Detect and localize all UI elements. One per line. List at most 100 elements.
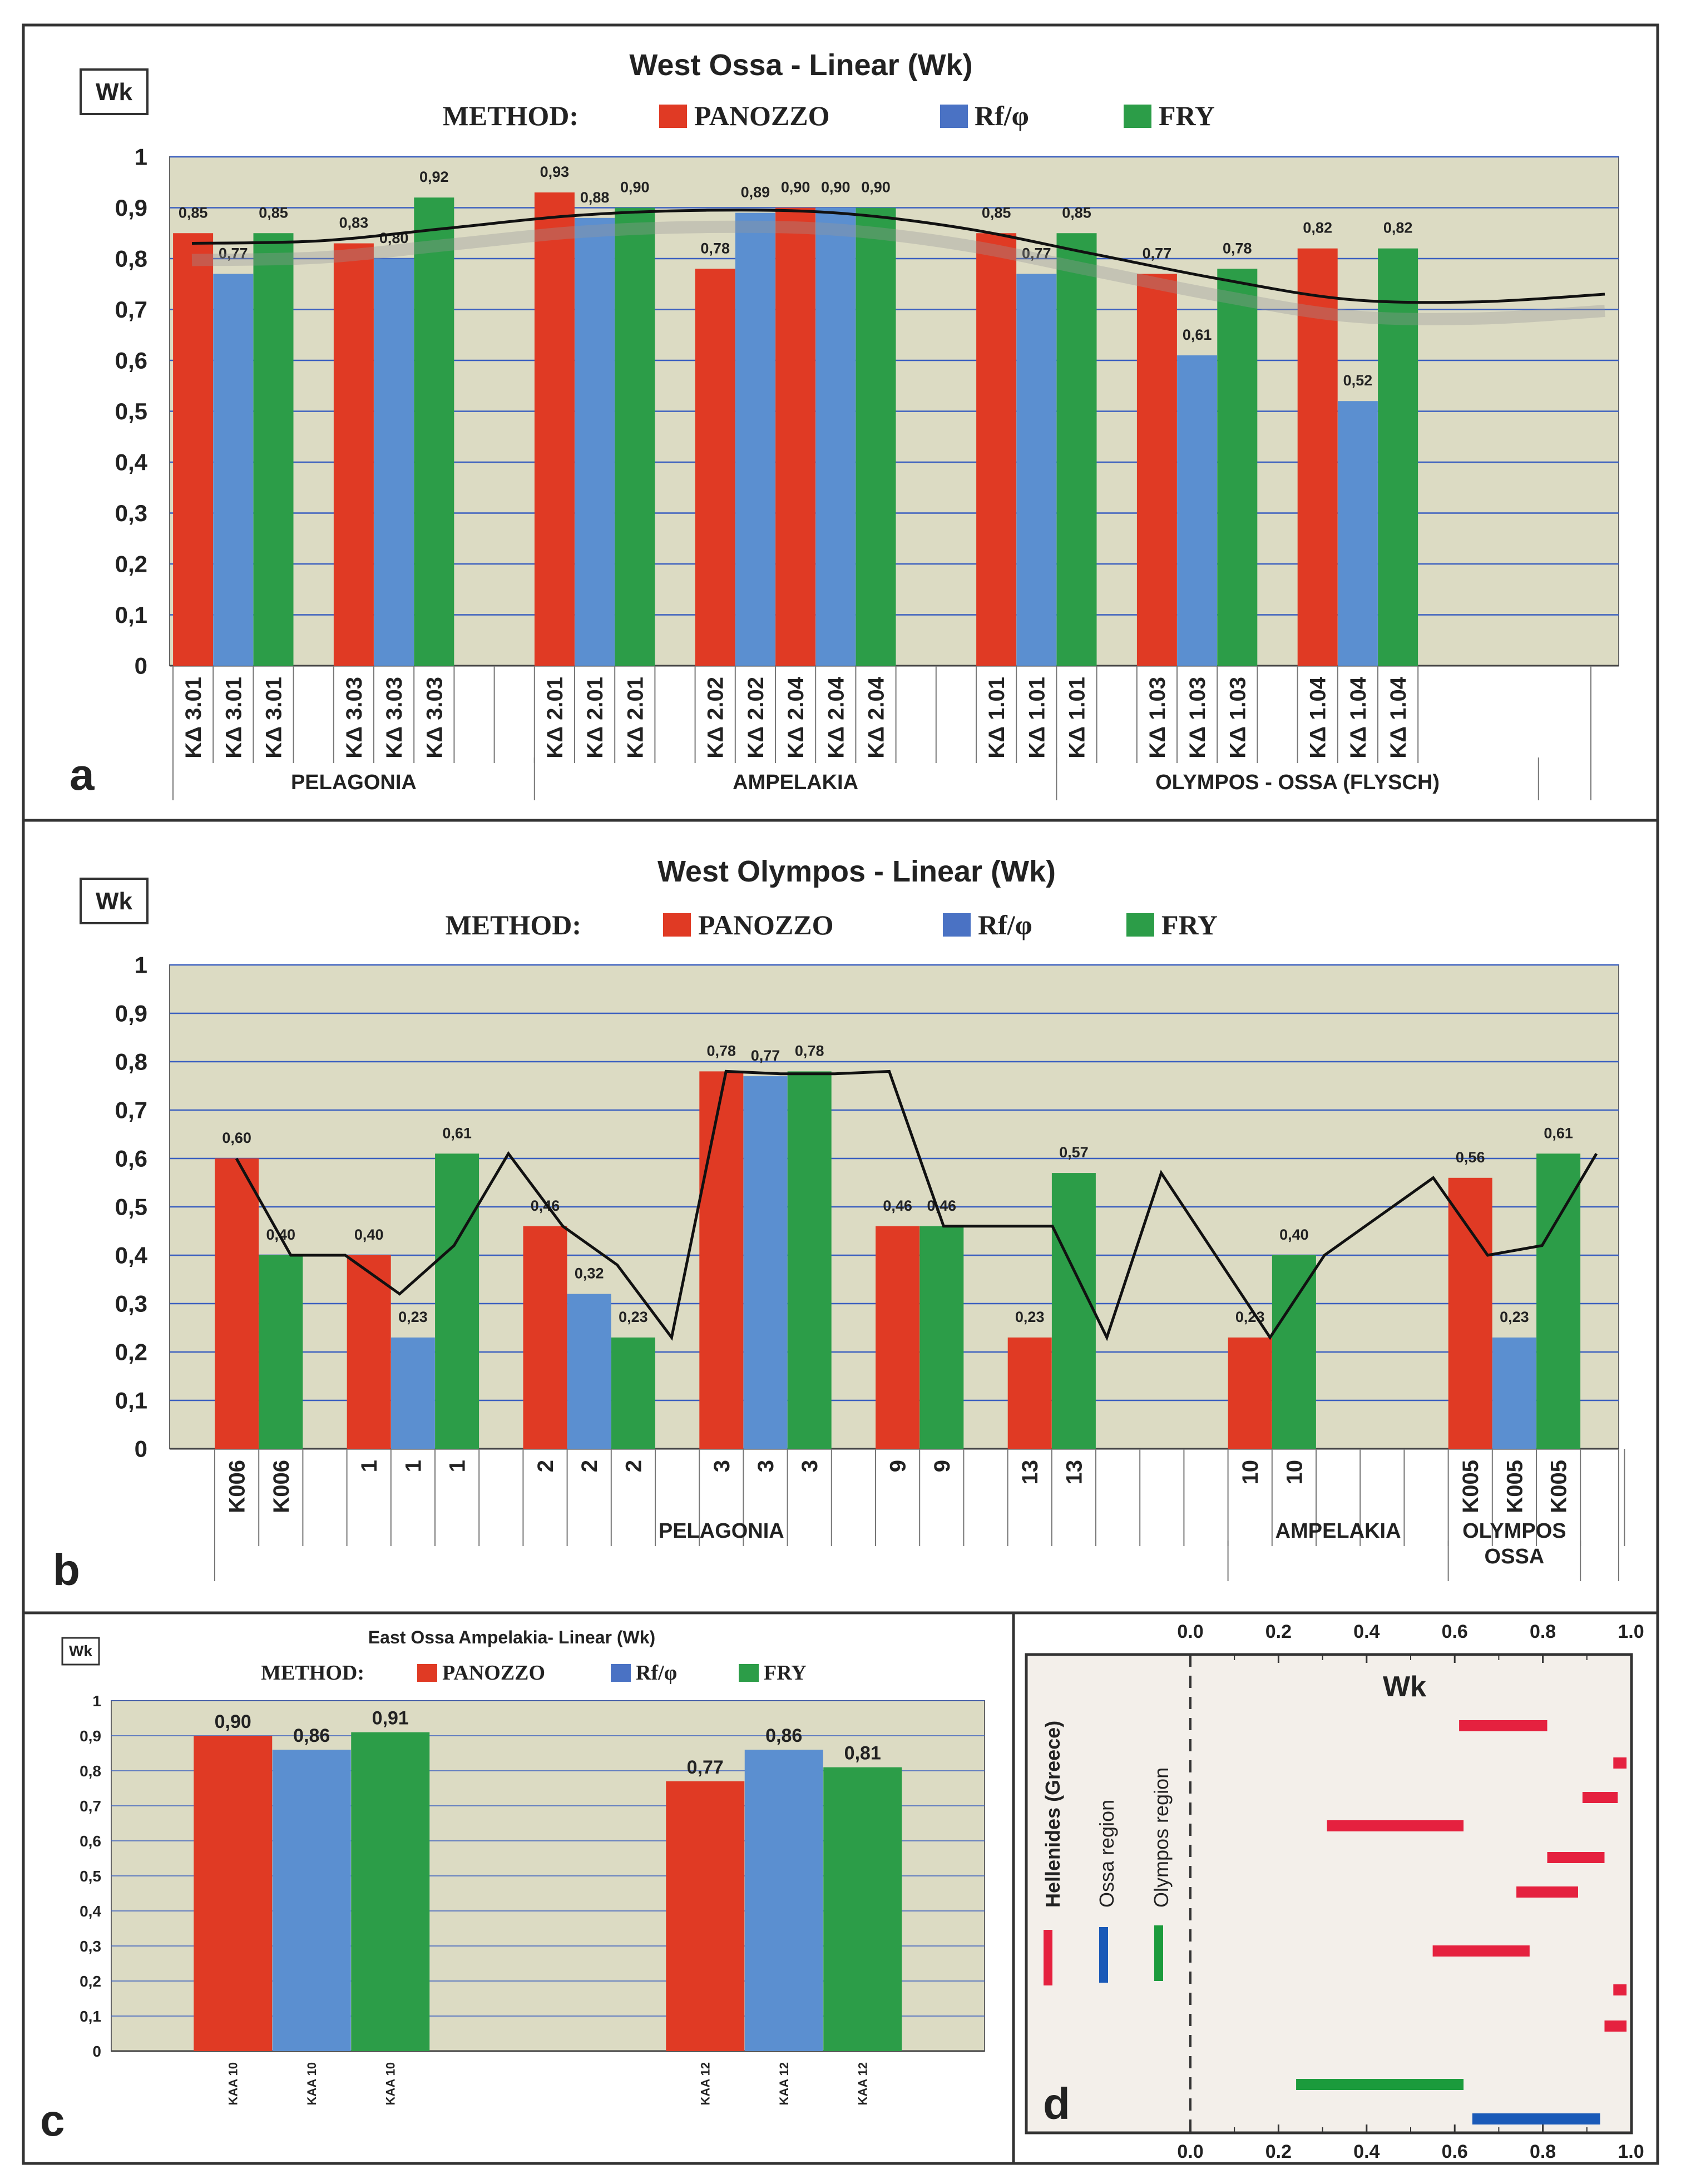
panel-a-legend-rf-swatch	[940, 105, 968, 128]
bar-fry	[611, 1337, 655, 1449]
x-tick-label: KΔ 1.04	[1386, 676, 1411, 758]
bar-panozzo	[876, 1226, 920, 1449]
x-tick-label: KΔ 3.01	[181, 677, 206, 759]
panel-a-header: Wk West Ossa - Linear (Wk) METHOD: PANOZ…	[80, 48, 1215, 131]
bottom-x-tick-label: 1.0	[1618, 2141, 1644, 2162]
panel-a-wk-label: Wk	[96, 78, 133, 106]
y-tick-label: 0,3	[115, 1291, 147, 1317]
data-label: 0,23	[619, 1309, 648, 1325]
y-tick-label: 0	[92, 2043, 101, 2060]
chart-a-plot: 0 0,1 0,2 0,3 0,4 0,5 0,6 0,7 0,8 0,9 1 0,85 KΔ 3.01…	[115, 144, 1619, 800]
panel-b-header: Wk West Olympos - Linear (Wk) METHOD: PA…	[80, 855, 1218, 940]
bar-rf	[272, 1750, 351, 2051]
panel-a-title: West Ossa - Linear (Wk)	[629, 48, 972, 82]
bar-rf	[390, 1337, 435, 1449]
panel-c-method-label: METHOD:	[261, 1661, 364, 1685]
panel-b-legend-fry: FRY	[1161, 909, 1218, 940]
y-tick-label: 0,1	[115, 602, 147, 628]
x-tick-label: 13	[1018, 1460, 1042, 1485]
bar-panozzo	[976, 233, 1017, 666]
data-label: 0,88	[580, 189, 610, 206]
bar-panozzo	[1448, 1177, 1492, 1449]
data-label: 0,61	[1544, 1125, 1573, 1141]
data-label: 0,77	[219, 245, 248, 261]
y-tick-label: 0	[135, 1436, 147, 1462]
range-bar-hellenides	[1516, 1886, 1578, 1898]
group-label: AMPELAKIA	[733, 771, 858, 794]
panel-b-legend-rf-swatch	[943, 913, 971, 937]
top-x-tick-label: 0.2	[1265, 1621, 1292, 1642]
data-label: 0,82	[1303, 220, 1332, 236]
y-tick-label: 0,7	[115, 296, 147, 323]
x-tick-label: KΔ 1.01	[985, 677, 1009, 759]
data-label: 0,61	[1183, 326, 1212, 343]
data-label: 0,52	[1343, 372, 1373, 389]
y-tick-label: 0,6	[80, 1833, 101, 1850]
data-label: 0,77	[751, 1047, 780, 1064]
bar-panozzo	[666, 1781, 745, 2051]
y-tick-label: 0,2	[115, 551, 147, 577]
x-tick-label: KAA 10	[383, 2062, 397, 2105]
range-axis-title: Wk	[1383, 1671, 1426, 1703]
x-tick-label: 1	[401, 1460, 426, 1472]
x-tick-label: KΔ 3.03	[422, 677, 447, 759]
bar-fry	[1056, 233, 1097, 666]
x-tick-label: KΔ 2.04	[824, 676, 848, 758]
bar-fry	[919, 1226, 964, 1449]
x-tick-label: KΔ 1.03	[1145, 677, 1170, 759]
bottom-x-tick-label: 0.4	[1353, 2141, 1380, 2162]
y-tick-label: 0	[135, 653, 147, 679]
y-tick-label: 0,6	[115, 348, 147, 374]
range-bar-hellenides	[1604, 2020, 1627, 2032]
chart-b-plot: 0 0,1 0,2 0,3 0,4 0,5 0,6 0,7 0,8 0,9 1 0,60 K006 0,4…	[115, 952, 1625, 1581]
bar-fry	[1051, 1173, 1096, 1449]
x-tick-label: 3	[754, 1460, 778, 1472]
bottom-x-tick-label: 0.2	[1265, 2141, 1292, 2162]
panel-c-legend-panozzo-swatch	[417, 1664, 437, 1682]
bar-rf	[735, 212, 775, 666]
y-tick-label: 0,2	[80, 1973, 101, 1990]
x-tick-label: KΔ 2.04	[784, 676, 808, 758]
x-tick-label: 9	[930, 1460, 955, 1472]
y-tick-label: 0,9	[115, 195, 147, 221]
panel-c-wk-label: Wk	[69, 1642, 92, 1660]
bar-panozzo	[215, 1158, 259, 1449]
x-tick-label: KΔ 3.01	[221, 677, 246, 759]
x-tick-label: KAA 12	[698, 2062, 712, 2105]
x-tick-label: KΔ 1.04	[1346, 676, 1371, 758]
bar-panozzo	[1007, 1337, 1052, 1449]
bar-fry	[351, 1732, 430, 2051]
x-tick-label: 1	[357, 1460, 382, 1472]
x-tick-label: 10	[1238, 1460, 1263, 1485]
data-label: 0,40	[354, 1226, 384, 1243]
panel-a-legend-panozzo-swatch	[659, 105, 687, 128]
panel-c-header: Wk East Ossa Ampelakia- Linear (Wk) METH…	[61, 1627, 807, 1685]
legend-bar-ossa	[1099, 1927, 1108, 1983]
bar-fry	[1378, 248, 1418, 666]
data-label: 0,93	[540, 164, 570, 180]
x-tick-label: KAA 12	[856, 2062, 869, 2105]
panel-c-wk-box	[61, 1637, 100, 1666]
legend-bar-olympos	[1154, 1925, 1163, 1981]
x-tick-label: 3	[798, 1460, 822, 1472]
x-tick-label: KΔ 2.02	[704, 677, 728, 759]
trend-line	[235, 1069, 1598, 1341]
range-bar-hellenides	[1582, 1792, 1618, 1803]
data-label: 0,90	[620, 179, 650, 196]
panel-c-legend-fry-swatch	[739, 1664, 759, 1682]
panel-d-letter: d	[1043, 2079, 1070, 2128]
x-tick-label: KΔ 2.01	[543, 677, 567, 759]
data-label: 0,78	[1223, 240, 1252, 256]
data-label: 0,90	[821, 179, 851, 196]
bottom-x-tick-label: 0.8	[1530, 2141, 1556, 2162]
bar-panozzo	[523, 1226, 567, 1449]
panel-b-legend-rf: Rf/φ	[978, 909, 1032, 940]
x-tick-label: KΔ 1.03	[1225, 677, 1250, 759]
bar-rf	[1492, 1337, 1536, 1449]
x-tick-label: K006	[225, 1460, 250, 1513]
bar-panozzo	[775, 207, 816, 666]
bar-rf	[744, 1750, 823, 2051]
label-olympos: Olympos region	[1150, 1767, 1173, 1908]
y-tick-label: 0,3	[115, 500, 147, 526]
range-bar-hellenides	[1432, 1945, 1530, 1957]
